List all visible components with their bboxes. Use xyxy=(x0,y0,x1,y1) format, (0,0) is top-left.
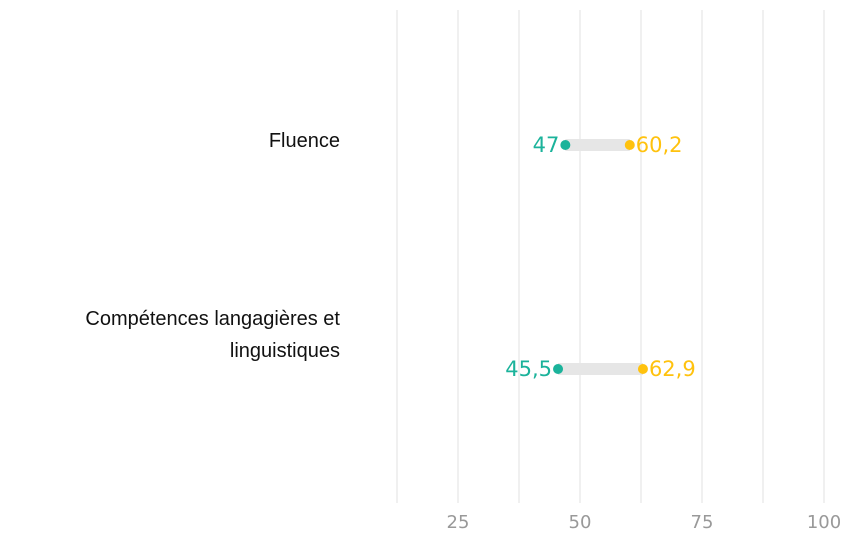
dot xyxy=(560,140,571,150)
x-tick-label: 75 xyxy=(691,512,714,533)
category-label: Compétences langagières et linguistiques xyxy=(85,308,340,362)
value-label: 45,5 xyxy=(505,357,552,381)
dot xyxy=(637,364,648,374)
value-label: 47 xyxy=(533,133,560,157)
dot xyxy=(624,140,635,150)
x-tick-label: 100 xyxy=(807,512,841,533)
dot xyxy=(553,364,564,374)
x-tick-label: 25 xyxy=(447,512,470,533)
value-label: 60,2 xyxy=(636,133,683,157)
category-label: Fluence xyxy=(268,130,340,152)
value-label: 62,9 xyxy=(649,357,696,381)
x-tick-label: 50 xyxy=(569,512,592,533)
